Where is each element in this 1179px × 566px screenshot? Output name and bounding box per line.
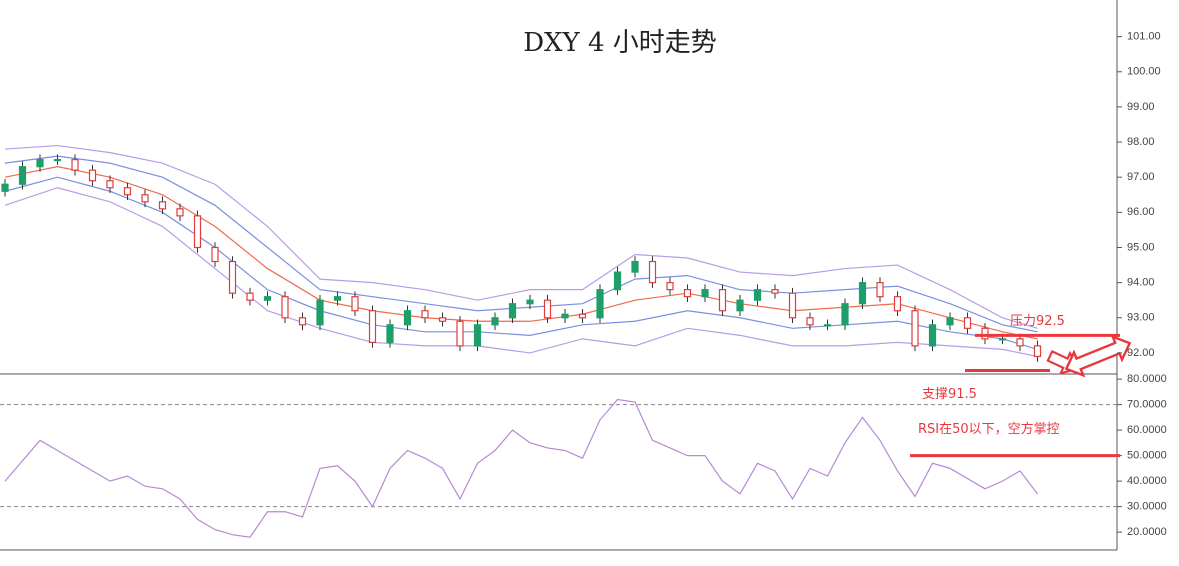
y-tick-label: 70.0000: [1127, 398, 1167, 410]
candle-body: [876, 282, 884, 298]
candle-body: [263, 296, 272, 301]
candle-body: [666, 282, 674, 291]
y-tick-label: 95.00: [1127, 241, 1155, 253]
candle-body: [998, 338, 1007, 341]
candle-body: [351, 296, 359, 312]
candle-body: [333, 296, 342, 301]
candle-body: [211, 246, 219, 263]
candle-body: [893, 296, 902, 312]
candle-body: [176, 208, 184, 217]
candle-body: [543, 299, 552, 319]
candle-body: [193, 215, 202, 249]
band-line: [4, 187, 1038, 358]
candle-body: [736, 299, 744, 312]
y-tick-label: 92.00: [1127, 347, 1155, 359]
chart-title: DXY 4 小时走势: [523, 28, 717, 58]
candle-body: [946, 317, 954, 326]
y-tick-label: 101.00: [1127, 31, 1161, 43]
candle-body: [421, 310, 429, 319]
candle-body: [141, 194, 149, 203]
candle-body: [123, 187, 132, 196]
y-tick-label: 94.00: [1127, 277, 1155, 289]
y-tick-label: 60.0000: [1127, 424, 1167, 436]
candle-body: [88, 169, 97, 182]
candle-body: [911, 310, 919, 347]
candle-body: [508, 303, 517, 319]
candle-body: [438, 317, 447, 322]
candle-body: [596, 289, 604, 319]
candle-body: [613, 271, 622, 291]
candle-body: [823, 324, 832, 327]
candle-body: [281, 296, 289, 319]
candle-body: [106, 180, 114, 189]
band-line: [4, 176, 1038, 350]
y-tick-label: 98.00: [1127, 136, 1155, 148]
candle-body: [788, 292, 797, 319]
y-tick-label: 30.0000: [1127, 501, 1167, 513]
candle-body: [53, 159, 62, 162]
y-tick-label: 20.0000: [1127, 526, 1167, 538]
annotation-text: 压力92.5: [1010, 314, 1065, 329]
candle-body: [456, 320, 464, 347]
candle-body: [963, 317, 972, 329]
candle-body: [298, 317, 307, 326]
candle-body: [403, 310, 412, 326]
candle-body: [631, 260, 639, 273]
annotation-text: 支撑91.5: [922, 387, 977, 402]
candle-body: [368, 310, 377, 343]
y-tick-label: 96.00: [1127, 206, 1155, 218]
y-tick-label: 40.0000: [1127, 475, 1167, 487]
y-tick-label: 50.0000: [1127, 450, 1167, 462]
candle-body: [841, 303, 849, 326]
y-tick-label: 80.0000: [1127, 373, 1167, 385]
y-tick-label: 99.00: [1127, 101, 1155, 113]
candle-body: [246, 292, 254, 301]
candle-body: [701, 289, 709, 298]
candle-body: [36, 159, 44, 168]
double-arrow: [1064, 334, 1132, 378]
arrows: [1046, 334, 1132, 378]
candle-body: [718, 289, 727, 312]
candle-body: [1016, 338, 1024, 347]
y-tick-label: 93.00: [1127, 312, 1155, 324]
candle-body: [71, 159, 79, 171]
y-tick-label: 97.00: [1127, 171, 1155, 183]
candle-body: [683, 289, 692, 298]
rsi-line: [4, 398, 1038, 538]
candle-body: [18, 166, 27, 185]
candle-body: [473, 324, 482, 347]
candle-body: [158, 201, 167, 210]
candle-body: [771, 289, 779, 294]
candle-body: [578, 313, 587, 319]
candle-body: [526, 299, 534, 305]
candle-body: [1033, 345, 1042, 358]
candle-body: [1, 183, 9, 192]
candle-body: [928, 324, 937, 347]
annotation-text: RSI在50以下，空方掌控: [918, 421, 1060, 437]
candle-body: [228, 260, 237, 294]
candle-body: [386, 324, 394, 343]
candle-body: [753, 289, 762, 301]
candle-body: [561, 313, 569, 319]
y-tick-label: 100.00: [1127, 66, 1161, 78]
band-line: [4, 144, 1038, 329]
candle-body: [316, 299, 324, 326]
candle-body: [491, 317, 499, 326]
candle-body: [981, 327, 989, 340]
candle-body: [648, 260, 657, 284]
candle-body: [858, 282, 867, 305]
candle-body: [806, 317, 814, 326]
